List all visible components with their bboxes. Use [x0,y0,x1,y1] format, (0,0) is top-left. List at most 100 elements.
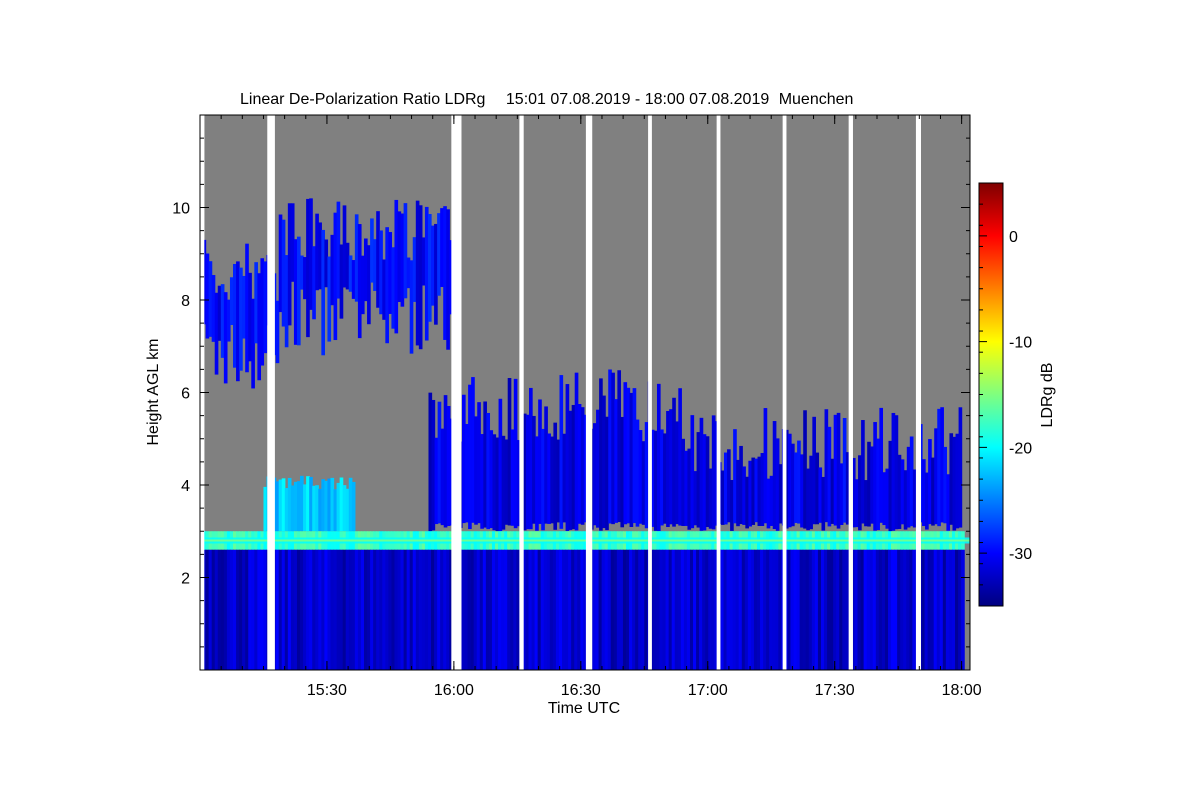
feature-cell [412,237,417,302]
feature-cell [784,429,789,529]
feature-cell [778,464,783,524]
feature-cell [677,549,682,670]
feature-cell [437,213,441,296]
colorbar: 0 -10 -20 -30 [978,182,1032,607]
feature-cell [656,549,661,670]
feature-cell [531,549,536,670]
feature-cell [202,549,207,670]
feature-cell [535,436,539,531]
feature-cell [443,549,447,670]
feature-cell [833,549,837,670]
feature-cell [208,549,213,670]
feature-cell [921,549,926,670]
feature-cell [830,549,834,670]
feature-cell [805,549,810,670]
feature-cell [794,452,798,523]
feature-cell [592,423,597,526]
feature-cell [278,479,283,532]
feature-cell [290,203,295,282]
feature-cell [629,549,633,670]
feature-cell [860,549,865,670]
feature-cell [635,419,640,527]
feature-cell [955,433,960,529]
feature-cell [376,211,380,308]
feature-cell [903,549,907,670]
feature-cell [342,205,347,288]
feature-cell [233,549,237,670]
feature-cell [263,486,268,532]
feature-cell [793,549,798,670]
feature-cell [239,549,243,670]
feature-cell [867,441,871,527]
feature-cell [882,472,887,526]
feature-cell [747,549,752,670]
feature-cell [482,549,487,670]
feature-cell [373,549,377,670]
feature-cell [878,549,883,670]
feature-cell [559,375,564,529]
feature-cell [470,549,475,670]
feature-cell [665,549,670,670]
feature-cell [851,549,856,670]
feature-cell [233,263,237,368]
feature-cell [309,476,313,532]
feature-cell [223,292,228,384]
feature-cell [534,549,539,670]
feature-cell [427,549,432,670]
feature-cell [720,470,725,525]
feature-cell [486,412,491,530]
feature-cell [434,437,439,525]
feature-cell [562,433,567,523]
colorbar-tick-label: -20 [1009,440,1032,457]
feature-cell [287,203,292,326]
feature-cell [287,477,292,532]
feature-cell [708,549,712,670]
feature-cell [318,488,322,532]
feature-mid-level-stratiform-cloud [428,369,963,532]
colorbar-tick-label: -30 [1009,546,1032,563]
feature-cell [769,475,774,526]
feature-cell [373,239,377,291]
feature-cell [854,549,859,670]
feature-cell [827,549,831,670]
feature-cell [745,476,749,529]
feature-cell [468,384,472,530]
feature-cell [498,549,502,670]
feature-cell [711,415,716,530]
feature-cell [857,549,862,670]
feature-cell [939,549,944,670]
feature-cell [897,549,901,670]
feature-cell [477,402,481,524]
feature-cell [415,200,420,346]
feature-cell [532,415,536,524]
feature-cell [668,549,673,670]
feature-cell [827,426,832,527]
feature-cell [306,476,310,532]
feature-cell [744,549,749,670]
feature-cell [714,549,718,670]
feature-cell [791,443,795,527]
feature-cell [739,445,743,525]
feature-cell [729,549,734,670]
feature-cell [516,549,520,670]
feature-cell [675,421,679,525]
feature-cell [278,214,283,313]
feature-cell [558,549,563,670]
feature-cell [906,549,910,670]
data-gap [451,115,462,670]
title-time-range: 15:01 07.08.2019 - 18:00 07.08.2019 [506,91,769,108]
feature-cell [400,549,405,670]
feature-cell [208,261,213,337]
feature-cell [946,474,951,531]
feature-cell [820,549,825,670]
feature-cell [607,549,612,670]
feature-cell [951,549,956,670]
feature-cell [809,455,813,530]
feature-cell [608,369,612,524]
feature-cell [775,549,779,670]
feature-cell [824,549,828,670]
feature-cell [663,433,667,524]
feature-cell [367,245,371,325]
feature-cell [580,407,585,525]
feature-cell [552,549,557,670]
